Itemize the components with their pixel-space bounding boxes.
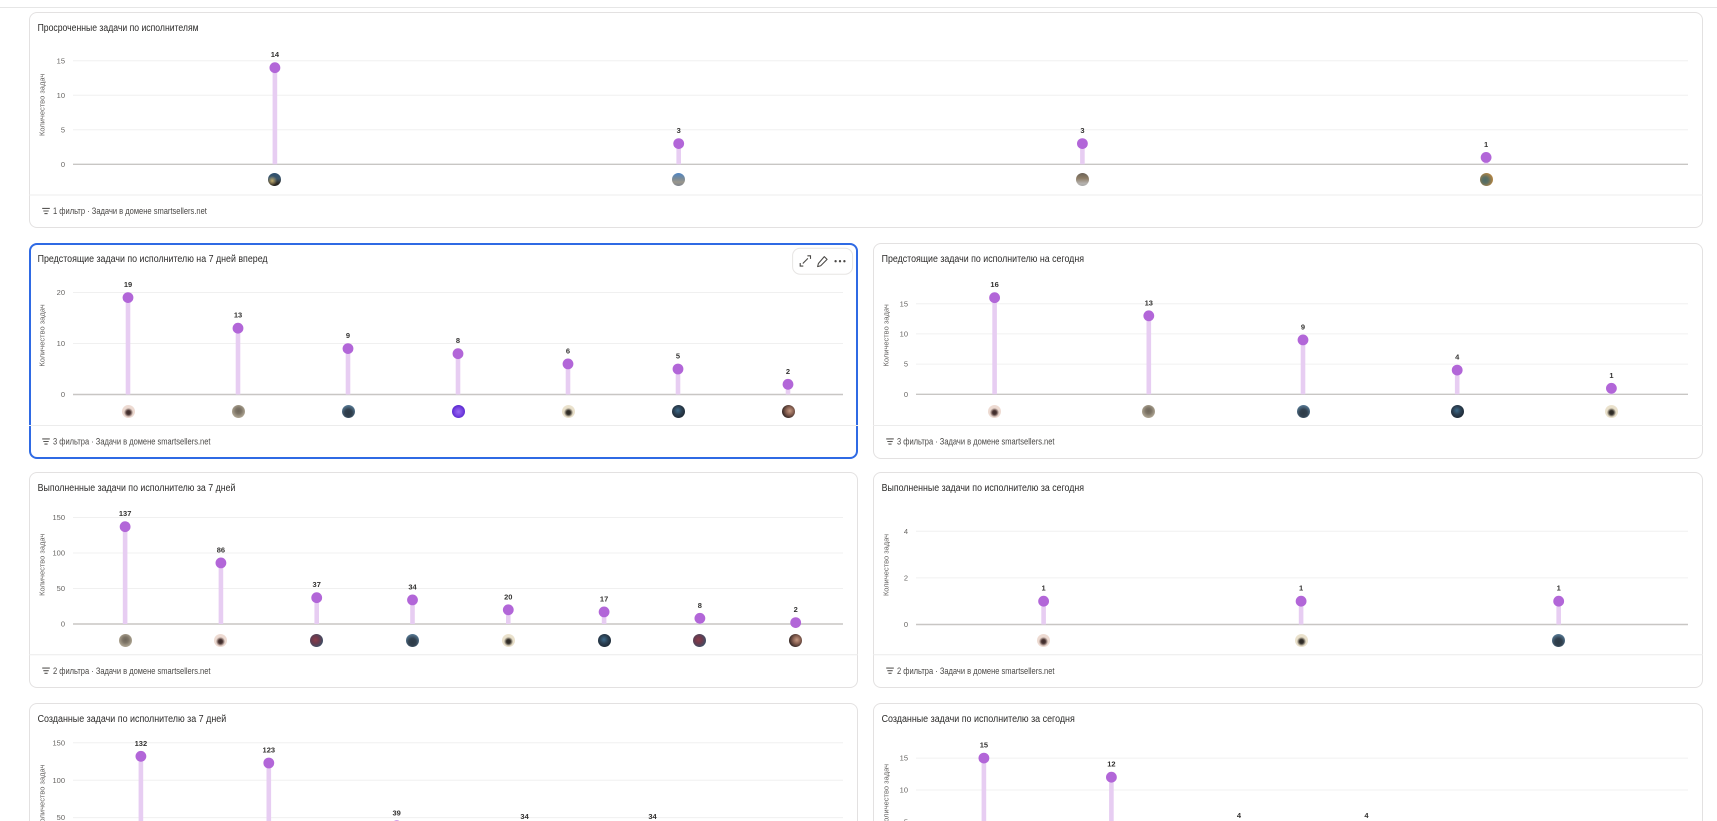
svg-text:14: 14 [271, 50, 280, 59]
svg-text:Количество задач: Количество задач [882, 764, 891, 821]
svg-text:15: 15 [980, 741, 988, 750]
svg-text:0: 0 [61, 620, 65, 629]
svg-text:8: 8 [456, 336, 460, 345]
svg-text:6: 6 [566, 346, 570, 355]
svg-text:86: 86 [217, 545, 225, 554]
svg-text:100: 100 [52, 776, 65, 785]
svg-text:0: 0 [904, 620, 908, 629]
svg-text:1: 1 [1484, 140, 1488, 149]
svg-text:Количество задач: Количество задач [882, 304, 891, 366]
svg-text:Количество задач: Количество задач [38, 764, 47, 821]
svg-text:34: 34 [648, 812, 657, 821]
svg-text:150: 150 [52, 738, 65, 747]
svg-text:Количество задач: Количество задач [38, 74, 47, 136]
svg-text:13: 13 [234, 311, 242, 320]
svg-text:9: 9 [1301, 322, 1305, 331]
svg-text:5: 5 [904, 818, 908, 821]
svg-text:1: 1 [1299, 584, 1303, 593]
svg-text:0: 0 [61, 390, 65, 399]
svg-text:Предстоящие задачи по исполнит: Предстоящие задачи по исполнителю на сег… [882, 254, 1084, 265]
svg-text:0: 0 [904, 390, 908, 399]
svg-text:10: 10 [57, 339, 65, 348]
svg-text:1: 1 [1042, 584, 1046, 593]
svg-text:Количество задач: Количество задач [38, 534, 47, 596]
svg-text:4: 4 [1455, 353, 1460, 362]
svg-text:15: 15 [57, 56, 65, 65]
svg-text:2: 2 [786, 367, 790, 376]
svg-text:17: 17 [600, 594, 608, 603]
svg-text:5: 5 [676, 352, 680, 361]
svg-text:20: 20 [504, 592, 512, 601]
svg-text:34: 34 [520, 812, 529, 821]
svg-text:Количество задач: Количество задач [38, 304, 47, 366]
svg-text:16: 16 [990, 280, 998, 289]
svg-text:1: 1 [1557, 584, 1561, 593]
svg-text:0: 0 [61, 160, 65, 169]
svg-text:3 фильтра · Задачи в домене sm: 3 фильтра · Задачи в домене smartsellers… [53, 437, 211, 447]
svg-text:13: 13 [1145, 298, 1153, 307]
svg-text:1: 1 [1609, 371, 1613, 380]
svg-text:2 фильтра · Задачи в домене sm: 2 фильтра · Задачи в домене smartsellers… [897, 666, 1055, 676]
svg-text:Просроченные задачи по исполни: Просроченные задачи по исполнителям [38, 23, 199, 34]
svg-text:Предстоящие задачи по исполнит: Предстоящие задачи по исполнителю на 7 д… [38, 254, 268, 265]
svg-text:15: 15 [900, 754, 908, 763]
svg-text:3: 3 [1080, 126, 1084, 135]
svg-text:39: 39 [393, 808, 401, 817]
svg-text:3: 3 [677, 126, 681, 135]
svg-text:9: 9 [346, 331, 350, 340]
svg-text:1 фильтр · Задачи в домене sma: 1 фильтр · Задачи в домене smartsellers.… [53, 206, 207, 216]
svg-text:12: 12 [1107, 760, 1115, 769]
svg-text:Выполненные задачи по исполнит: Выполненные задачи по исполнителю за 7 д… [38, 483, 236, 494]
svg-text:123: 123 [263, 746, 276, 755]
svg-text:50: 50 [57, 584, 65, 593]
svg-text:2 фильтра · Задачи в домене sm: 2 фильтра · Задачи в домене smartsellers… [53, 666, 211, 676]
svg-text:150: 150 [53, 513, 66, 522]
svg-text:Выполненные задачи по исполнит: Выполненные задачи по исполнителю за сег… [882, 483, 1084, 494]
svg-text:8: 8 [698, 601, 702, 610]
svg-text:Созданные задачи по исполнител: Созданные задачи по исполнителю за сегод… [882, 714, 1075, 725]
svg-text:19: 19 [124, 280, 132, 289]
svg-text:20: 20 [57, 288, 65, 297]
svg-text:10: 10 [57, 91, 65, 100]
svg-text:4: 4 [1364, 811, 1369, 820]
svg-text:3 фильтра · Задачи в домене sm: 3 фильтра · Задачи в домене smartsellers… [897, 437, 1055, 447]
svg-text:34: 34 [408, 582, 417, 591]
svg-text:137: 137 [119, 509, 132, 518]
svg-text:Созданные задачи по исполнител: Созданные задачи по исполнителю за 7 дне… [38, 714, 227, 725]
svg-text:5: 5 [904, 360, 908, 369]
svg-text:132: 132 [135, 739, 148, 748]
svg-text:5: 5 [61, 125, 65, 134]
svg-text:2: 2 [904, 573, 908, 582]
svg-text:Количество задач: Количество задач [882, 534, 891, 596]
svg-text:2: 2 [794, 605, 798, 614]
svg-text:10: 10 [900, 786, 908, 795]
svg-text:10: 10 [900, 330, 908, 339]
svg-text:15: 15 [900, 299, 908, 308]
svg-text:37: 37 [313, 580, 321, 589]
svg-text:100: 100 [53, 549, 66, 558]
svg-text:4: 4 [1237, 811, 1242, 820]
svg-text:50: 50 [57, 813, 65, 821]
svg-text:4: 4 [904, 527, 908, 536]
